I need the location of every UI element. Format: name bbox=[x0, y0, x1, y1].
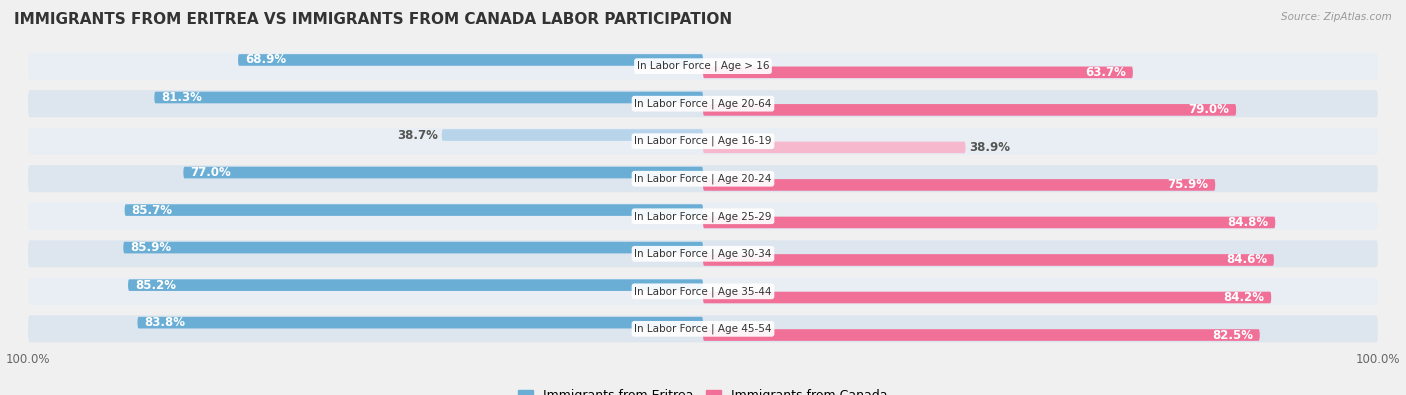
Text: 38.9%: 38.9% bbox=[969, 141, 1010, 154]
Text: 63.7%: 63.7% bbox=[1085, 66, 1126, 79]
Text: In Labor Force | Age 45-54: In Labor Force | Age 45-54 bbox=[634, 324, 772, 334]
Text: 84.2%: 84.2% bbox=[1223, 291, 1264, 304]
FancyBboxPatch shape bbox=[128, 279, 703, 291]
FancyBboxPatch shape bbox=[183, 167, 703, 179]
FancyBboxPatch shape bbox=[703, 254, 1274, 266]
FancyBboxPatch shape bbox=[28, 165, 1378, 192]
FancyBboxPatch shape bbox=[703, 329, 1260, 341]
FancyBboxPatch shape bbox=[703, 141, 966, 153]
FancyBboxPatch shape bbox=[28, 240, 1378, 267]
Text: In Labor Force | Age 35-44: In Labor Force | Age 35-44 bbox=[634, 286, 772, 297]
FancyBboxPatch shape bbox=[28, 315, 1378, 342]
FancyBboxPatch shape bbox=[28, 90, 1378, 117]
Text: 38.7%: 38.7% bbox=[398, 128, 439, 141]
Text: In Labor Force | Age > 16: In Labor Force | Age > 16 bbox=[637, 61, 769, 71]
FancyBboxPatch shape bbox=[138, 317, 703, 329]
Text: 84.8%: 84.8% bbox=[1227, 216, 1268, 229]
FancyBboxPatch shape bbox=[703, 179, 1215, 191]
FancyBboxPatch shape bbox=[28, 128, 1378, 155]
Text: 82.5%: 82.5% bbox=[1212, 329, 1253, 342]
Text: 79.0%: 79.0% bbox=[1188, 103, 1229, 117]
Text: In Labor Force | Age 30-34: In Labor Force | Age 30-34 bbox=[634, 248, 772, 259]
FancyBboxPatch shape bbox=[124, 242, 703, 254]
Text: 85.2%: 85.2% bbox=[135, 278, 176, 292]
Text: In Labor Force | Age 20-64: In Labor Force | Age 20-64 bbox=[634, 98, 772, 109]
Text: 68.9%: 68.9% bbox=[245, 53, 285, 66]
FancyBboxPatch shape bbox=[703, 292, 1271, 303]
Text: 84.6%: 84.6% bbox=[1226, 254, 1267, 267]
Text: IMMIGRANTS FROM ERITREA VS IMMIGRANTS FROM CANADA LABOR PARTICIPATION: IMMIGRANTS FROM ERITREA VS IMMIGRANTS FR… bbox=[14, 12, 733, 27]
Text: 83.8%: 83.8% bbox=[145, 316, 186, 329]
FancyBboxPatch shape bbox=[28, 278, 1378, 305]
FancyBboxPatch shape bbox=[703, 104, 1236, 116]
FancyBboxPatch shape bbox=[155, 92, 703, 103]
FancyBboxPatch shape bbox=[125, 204, 703, 216]
Text: 85.9%: 85.9% bbox=[129, 241, 172, 254]
Text: 77.0%: 77.0% bbox=[190, 166, 231, 179]
FancyBboxPatch shape bbox=[703, 66, 1133, 78]
Text: 81.3%: 81.3% bbox=[162, 91, 202, 104]
Text: In Labor Force | Age 25-29: In Labor Force | Age 25-29 bbox=[634, 211, 772, 222]
FancyBboxPatch shape bbox=[703, 216, 1275, 228]
FancyBboxPatch shape bbox=[441, 129, 703, 141]
Text: 85.7%: 85.7% bbox=[131, 203, 173, 216]
Text: In Labor Force | Age 20-24: In Labor Force | Age 20-24 bbox=[634, 173, 772, 184]
FancyBboxPatch shape bbox=[28, 53, 1378, 80]
FancyBboxPatch shape bbox=[238, 54, 703, 66]
Text: 75.9%: 75.9% bbox=[1167, 179, 1209, 192]
FancyBboxPatch shape bbox=[28, 203, 1378, 230]
Legend: Immigrants from Eritrea, Immigrants from Canada: Immigrants from Eritrea, Immigrants from… bbox=[513, 384, 893, 395]
Text: In Labor Force | Age 16-19: In Labor Force | Age 16-19 bbox=[634, 136, 772, 147]
Text: Source: ZipAtlas.com: Source: ZipAtlas.com bbox=[1281, 12, 1392, 22]
